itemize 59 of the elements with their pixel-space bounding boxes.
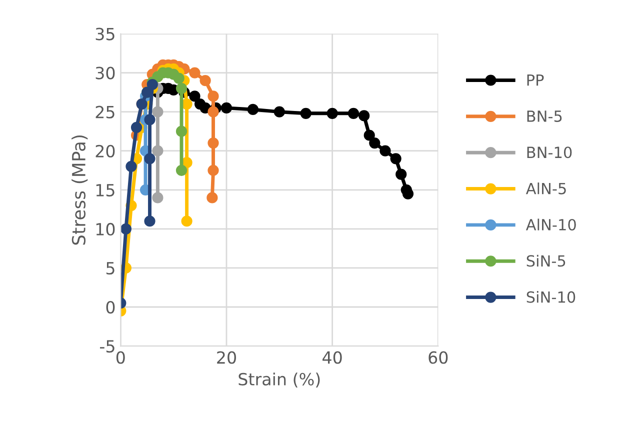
y-tick-label: 20 bbox=[96, 144, 115, 158]
legend-label: BN-10 bbox=[527, 146, 572, 158]
x-tick-label: 0 bbox=[116, 351, 125, 364]
point bbox=[146, 78, 158, 90]
y-tick-label: 35 bbox=[96, 28, 114, 40]
point bbox=[300, 108, 312, 119]
point bbox=[206, 192, 218, 204]
point bbox=[390, 153, 402, 164]
point bbox=[152, 145, 164, 156]
point bbox=[348, 108, 360, 119]
point bbox=[130, 122, 142, 133]
legend-label: PP bbox=[527, 74, 544, 86]
point bbox=[380, 145, 391, 156]
y-axis-title: Stress (MPa) bbox=[72, 135, 88, 245]
point bbox=[126, 160, 137, 172]
point bbox=[208, 164, 219, 176]
legend-label: AlN-5 bbox=[526, 182, 566, 194]
point bbox=[176, 82, 188, 94]
point bbox=[173, 72, 184, 84]
point bbox=[358, 110, 370, 122]
point bbox=[208, 90, 219, 102]
point bbox=[152, 192, 164, 204]
point bbox=[144, 114, 156, 126]
point bbox=[181, 216, 192, 227]
point bbox=[200, 102, 211, 114]
legend-label: SiN-5 bbox=[526, 254, 566, 267]
point bbox=[369, 138, 380, 149]
point bbox=[208, 138, 219, 149]
point bbox=[208, 106, 219, 118]
x-tick-label: 40 bbox=[322, 351, 342, 364]
point bbox=[176, 126, 188, 137]
y-tick-label: 0 bbox=[106, 300, 115, 314]
x-axis-title: Strain (%) bbox=[238, 372, 320, 388]
point bbox=[152, 106, 164, 118]
point bbox=[189, 67, 200, 78]
point bbox=[144, 153, 156, 164]
point bbox=[120, 223, 132, 234]
point bbox=[326, 108, 338, 119]
y-tick-label: 5 bbox=[106, 262, 114, 275]
point bbox=[144, 216, 156, 227]
point bbox=[200, 75, 211, 86]
y-tick-label: 25 bbox=[96, 106, 114, 118]
point bbox=[247, 104, 258, 116]
legend-label: AlN-10 bbox=[526, 218, 576, 231]
point bbox=[176, 164, 188, 176]
y-tick-label: 15 bbox=[96, 184, 114, 196]
x-tick-label: 20 bbox=[217, 351, 236, 364]
point bbox=[396, 168, 407, 180]
point bbox=[189, 90, 200, 102]
y-tick-label: -5 bbox=[100, 340, 114, 353]
legend-label: BN-5 bbox=[527, 110, 562, 122]
y-tick-label: 10 bbox=[96, 222, 115, 236]
y-tick-label: 30 bbox=[96, 66, 115, 80]
point bbox=[364, 130, 375, 141]
point bbox=[220, 102, 232, 114]
point bbox=[402, 188, 414, 200]
legend-label: SiN-10 bbox=[526, 291, 576, 303]
x-tick-label: 60 bbox=[428, 351, 448, 364]
point bbox=[274, 106, 285, 118]
